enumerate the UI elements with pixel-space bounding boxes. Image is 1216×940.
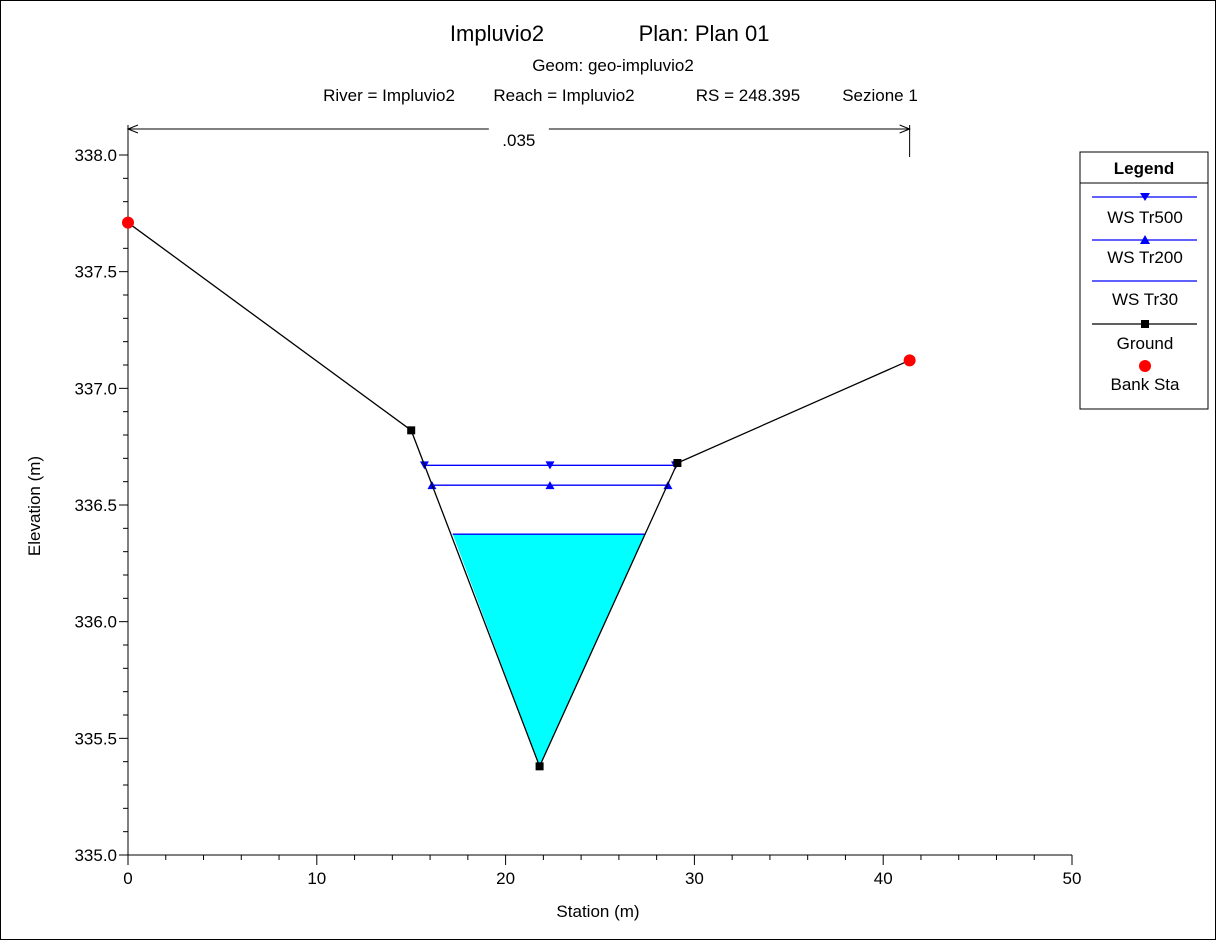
water-fill [452,534,646,767]
rs-label: RS = 248.395 [696,86,800,105]
y-tick-label: 337.0 [74,379,117,398]
plan-label: Plan: Plan 01 [639,21,770,46]
axes-layer: 0 10 20 30 40 50 335.0 335.5 336.0 336.5 337.0 337.… [74,125,1081,888]
bank-station-point [122,216,134,229]
legend-title: Legend [1114,159,1174,178]
legend-up-triangle-icon [1140,235,1150,244]
legend-ws-tr30-label: WS Tr30 [1112,290,1178,309]
ground-point [673,459,682,467]
ground-point [535,762,544,771]
x-tick-label: 50 [1063,869,1082,888]
legend-ws-tr500-label: WS Tr500 [1107,208,1183,227]
x-tick-label: 10 [307,869,326,888]
reach-label: Reach = Impluvio2 [493,86,634,105]
manning-arrow-left-icon [126,124,139,134]
legend-ground-label: Ground [1117,334,1174,353]
bank-station-point [903,354,916,367]
manning-n-label: .035 [502,131,535,150]
y-tick-label: 336.0 [74,613,117,632]
x-tick-label: 40 [874,869,893,888]
manning-layer: .035 [126,124,911,157]
ground-point [407,426,416,435]
down-triangle-marker [545,461,555,470]
legend-square-marker-icon [1141,320,1149,328]
y-tick-label: 337.5 [74,263,117,282]
water-fill-layer [452,534,646,767]
legend: Legend WS Tr500 WS Tr200 WS Tr30 Ground … [1079,151,1209,410]
up-triangle-marker [545,481,555,490]
legend-red-dot-icon [1139,360,1151,372]
chart-title: Impluvio2 [450,21,544,46]
section-label: Sezione 1 [842,86,918,105]
water-surface-layer [419,461,681,535]
legend-bank-sta-label: Bank Sta [1111,375,1181,394]
y-tick-label: 335.0 [74,846,117,865]
y-axis-label: Elevation (m) [25,456,44,556]
river-label: River = Impluvio2 [323,86,455,105]
x-axis-label: Station (m) [556,902,639,921]
y-tick-label: 335.5 [74,729,117,748]
x-tick-label: 20 [496,869,515,888]
x-tick-label: 0 [123,869,132,888]
bank-station-layer [122,216,916,367]
ground-layer [127,222,910,771]
legend-down-triangle-icon [1140,193,1150,201]
y-tick-label: 338.0 [74,146,117,165]
x-tick-label: 30 [685,869,704,888]
geom-label: Geom: geo-impluvio2 [532,56,694,75]
legend-ws-tr200-label: WS Tr200 [1107,248,1183,267]
y-tick-label: 336.5 [74,496,117,515]
